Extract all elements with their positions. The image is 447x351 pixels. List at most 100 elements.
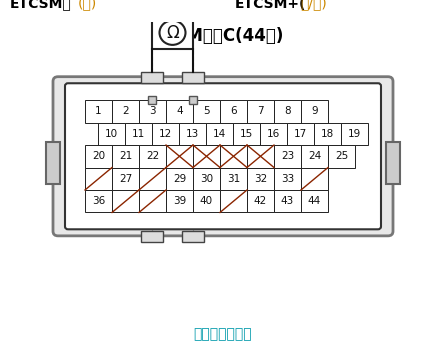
Bar <box>274 167 301 190</box>
Bar <box>148 97 156 104</box>
Bar <box>166 190 193 212</box>
Bar <box>328 145 355 167</box>
Text: 12: 12 <box>159 129 172 139</box>
Text: 19: 19 <box>348 129 361 139</box>
FancyBboxPatch shape <box>65 83 381 229</box>
Bar <box>85 167 112 190</box>
Bar <box>166 145 193 167</box>
Bar <box>301 100 328 122</box>
Bar <box>220 190 247 212</box>
Text: 11: 11 <box>132 129 145 139</box>
Bar <box>152 17 193 48</box>
Text: 40: 40 <box>200 196 213 206</box>
Bar <box>274 100 301 122</box>
Text: 13: 13 <box>186 129 199 139</box>
Bar <box>287 122 314 145</box>
Text: 14: 14 <box>213 129 226 139</box>
Bar <box>301 145 328 167</box>
Text: 23: 23 <box>281 151 294 161</box>
Bar <box>85 100 112 122</box>
Bar <box>301 167 328 190</box>
Text: 8: 8 <box>284 106 291 116</box>
Text: 9: 9 <box>311 106 318 116</box>
Text: 5: 5 <box>203 106 210 116</box>
Bar <box>341 122 368 145</box>
Bar <box>152 122 179 145</box>
Bar <box>98 122 125 145</box>
Text: 43: 43 <box>281 196 294 206</box>
Text: 15: 15 <box>240 129 253 139</box>
Text: 39: 39 <box>173 196 186 206</box>
Bar <box>139 145 166 167</box>
Text: Ω: Ω <box>166 24 179 42</box>
Text: 22: 22 <box>146 151 159 161</box>
Text: 10: 10 <box>105 129 118 139</box>
Bar <box>386 142 400 184</box>
Bar <box>141 231 163 243</box>
Text: 2: 2 <box>122 106 129 116</box>
Bar <box>220 100 247 122</box>
Text: 16: 16 <box>267 129 280 139</box>
Bar <box>112 190 139 212</box>
Bar <box>193 100 220 122</box>
Text: 黄/红): 黄/红) <box>300 0 327 11</box>
Text: 7: 7 <box>257 106 264 116</box>
Text: 24: 24 <box>308 151 321 161</box>
Bar <box>220 145 247 167</box>
Text: ETCSM+(: ETCSM+( <box>235 0 306 11</box>
Bar <box>233 122 260 145</box>
Bar <box>182 72 204 83</box>
Text: ETCSM－: ETCSM－ <box>10 0 72 11</box>
Text: 凹头插头端子侧: 凹头插头端子侧 <box>194 327 252 341</box>
Bar <box>112 167 139 190</box>
Bar <box>301 190 328 212</box>
Text: 3: 3 <box>149 106 156 116</box>
Bar <box>179 122 206 145</box>
Bar <box>112 145 139 167</box>
Text: 44: 44 <box>308 196 321 206</box>
Bar <box>193 190 220 212</box>
Text: 21: 21 <box>119 151 132 161</box>
Text: 27: 27 <box>119 174 132 184</box>
Bar <box>139 167 166 190</box>
Bar <box>182 231 204 243</box>
Bar <box>112 100 139 122</box>
Bar <box>193 167 220 190</box>
Bar <box>166 100 193 122</box>
Bar <box>85 190 112 212</box>
Bar <box>139 100 166 122</box>
Bar <box>220 167 247 190</box>
Bar <box>247 100 274 122</box>
Bar <box>314 122 341 145</box>
Text: 17: 17 <box>294 129 307 139</box>
Bar <box>139 190 166 212</box>
Bar <box>247 190 274 212</box>
Text: 20: 20 <box>92 151 105 161</box>
Bar <box>125 122 152 145</box>
Bar <box>189 97 197 104</box>
Bar <box>193 145 220 167</box>
Text: 30: 30 <box>200 174 213 184</box>
Bar <box>46 142 60 184</box>
Text: 1: 1 <box>95 106 102 116</box>
Bar <box>141 72 163 83</box>
Text: 25: 25 <box>335 151 348 161</box>
Bar <box>206 122 233 145</box>
FancyBboxPatch shape <box>53 77 393 236</box>
Text: (黄): (黄) <box>78 0 97 11</box>
Text: 18: 18 <box>321 129 334 139</box>
Bar <box>260 122 287 145</box>
Bar <box>274 190 301 212</box>
Text: 32: 32 <box>254 174 267 184</box>
Text: 33: 33 <box>281 174 294 184</box>
Bar <box>274 145 301 167</box>
Text: PCM插头C(44芯): PCM插头C(44芯) <box>162 27 284 45</box>
Text: 29: 29 <box>173 174 186 184</box>
Text: 4: 4 <box>176 106 183 116</box>
Bar <box>247 145 274 167</box>
Text: 6: 6 <box>230 106 237 116</box>
Text: 36: 36 <box>92 196 105 206</box>
Text: 42: 42 <box>254 196 267 206</box>
Text: 31: 31 <box>227 174 240 184</box>
Bar <box>85 145 112 167</box>
